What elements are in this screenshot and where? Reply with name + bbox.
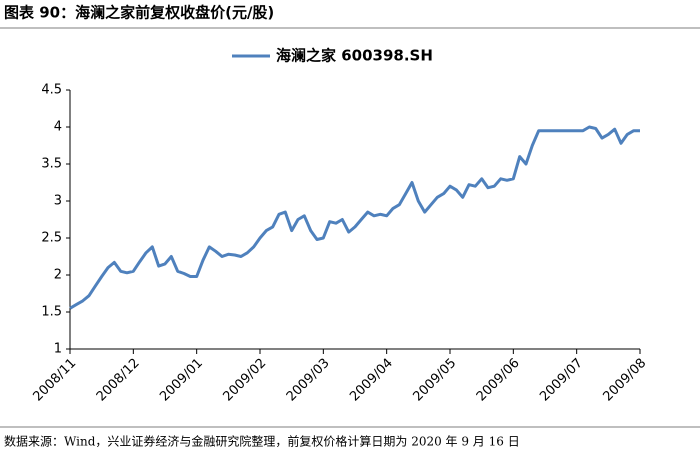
y-tick-label: 1 xyxy=(54,342,62,357)
x-tick-label: 2009/08 xyxy=(601,356,650,405)
x-tick-label: 2009/07 xyxy=(537,356,586,405)
x-tick-label: 2008/12 xyxy=(94,356,143,405)
y-tick-label: 2 xyxy=(54,268,62,283)
source-note: 数据来源：Wind，兴业证券经济与金融研究院整理，前复权价格计算日期为 2020… xyxy=(4,434,520,449)
y-tick-label: 4 xyxy=(54,120,62,135)
legend-label: 海澜之家 600398.SH xyxy=(276,47,433,65)
x-tick-label: 2009/02 xyxy=(221,356,270,405)
y-tick-label: 4.5 xyxy=(41,83,62,98)
x-tick-label: 2009/05 xyxy=(411,356,460,405)
x-tick-label: 2009/03 xyxy=(284,356,333,405)
y-tick-label: 3.5 xyxy=(41,157,62,172)
y-tick-label: 2.5 xyxy=(41,231,62,246)
series-line xyxy=(69,125,640,310)
y-tick-label: 3 xyxy=(54,194,62,209)
chart-title: 图表 90：海澜之家前复权收盘价(元/股) xyxy=(4,4,274,22)
x-tick-label: 2009/01 xyxy=(157,356,206,405)
y-tick-label: 1.5 xyxy=(41,305,62,320)
x-tick-label: 2009/04 xyxy=(347,356,396,405)
x-tick-label: 2009/06 xyxy=(474,356,523,405)
x-tick-label: 2008/11 xyxy=(31,356,80,405)
